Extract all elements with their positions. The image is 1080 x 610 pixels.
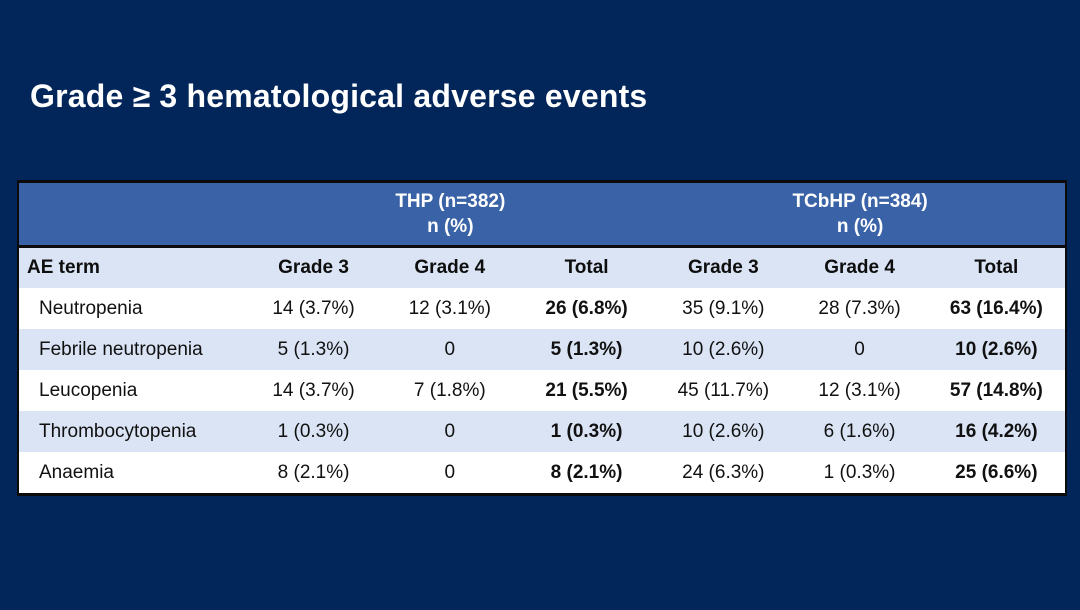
cell: 0: [791, 329, 928, 370]
cell-total: 5 (1.3%): [517, 329, 656, 370]
treatment-group-header-row: THP (n=382) n (%) TCbHP (n=384) n (%): [19, 183, 1065, 248]
column-header-thp-grade3: Grade 3: [245, 246, 382, 288]
cell-total: 63 (16.4%): [927, 288, 1065, 329]
cell-total: 57 (14.8%): [927, 370, 1065, 411]
group-header-thp-title: THP (n=382): [395, 190, 506, 212]
column-header-row: AE term Grade 3 Grade 4 Total Grade 3 Gr…: [19, 246, 1065, 288]
cell: 12 (3.1%): [791, 370, 928, 411]
cell: 1 (0.3%): [791, 452, 928, 493]
cell: 10 (2.6%): [655, 329, 792, 370]
cell: 12 (3.1%): [381, 288, 518, 329]
cell: 8 (2.1%): [245, 452, 382, 493]
table-row: Neutropenia 14 (3.7%) 12 (3.1%) 26 (6.8%…: [19, 288, 1065, 329]
column-header-thp-grade4: Grade 4: [381, 246, 518, 288]
cell: 5 (1.3%): [245, 329, 382, 370]
cell-total: 1 (0.3%): [517, 411, 656, 452]
group-header-tcbhp: TCbHP (n=384) n (%): [655, 183, 1065, 248]
cell: 14 (3.7%): [245, 370, 382, 411]
row-label: Febrile neutropenia: [19, 329, 246, 370]
cell: 28 (7.3%): [791, 288, 928, 329]
table-row: Thrombocytopenia 1 (0.3%) 0 1 (0.3%) 10 …: [19, 411, 1065, 452]
group-header-thp-subtitle: n (%): [427, 216, 474, 237]
cell: 0: [381, 452, 518, 493]
cell: 24 (6.3%): [655, 452, 792, 493]
cell: 6 (1.6%): [791, 411, 928, 452]
cell-total: 10 (2.6%): [927, 329, 1065, 370]
group-header-tcbhp-title: TCbHP (n=384): [792, 190, 928, 212]
cell: 35 (9.1%): [655, 288, 792, 329]
group-header-tcbhp-subtitle: n (%): [836, 216, 884, 237]
cell-total: 8 (2.1%): [517, 452, 656, 493]
cell-total: 26 (6.8%): [517, 288, 656, 329]
cell: 10 (2.6%): [655, 411, 792, 452]
adverse-events-table-container: THP (n=382) n (%) TCbHP (n=384) n (%) AE…: [17, 180, 1067, 496]
column-header-ae-term: AE term: [19, 246, 246, 288]
adverse-events-table: THP (n=382) n (%) TCbHP (n=384) n (%) AE…: [19, 183, 1065, 493]
cell-total: 21 (5.5%): [517, 370, 656, 411]
column-header-tcbhp-grade4: Grade 4: [791, 246, 928, 288]
row-label: Anaemia: [19, 452, 246, 493]
row-label: Leucopenia: [19, 370, 246, 411]
cell: 1 (0.3%): [245, 411, 382, 452]
column-header-tcbhp-total: Total: [927, 246, 1065, 288]
row-label: Neutropenia: [19, 288, 246, 329]
row-label: Thrombocytopenia: [19, 411, 246, 452]
cell: 14 (3.7%): [245, 288, 382, 329]
cell-total: 16 (4.2%): [927, 411, 1065, 452]
cell: 45 (11.7%): [655, 370, 792, 411]
group-header-thp: THP (n=382) n (%): [245, 183, 656, 248]
table-row: Anaemia 8 (2.1%) 0 8 (2.1%) 24 (6.3%) 1 …: [19, 452, 1065, 493]
cell-total: 25 (6.6%): [927, 452, 1065, 493]
cell: 7 (1.8%): [381, 370, 518, 411]
column-header-thp-total: Total: [517, 246, 656, 288]
cell: 0: [381, 411, 518, 452]
column-header-tcbhp-grade3: Grade 3: [655, 246, 792, 288]
page-title: Grade ≥ 3 hematological adverse events: [30, 78, 648, 115]
cell: 0: [381, 329, 518, 370]
table-row: Leucopenia 14 (3.7%) 7 (1.8%) 21 (5.5%) …: [19, 370, 1065, 411]
table-row: Febrile neutropenia 5 (1.3%) 0 5 (1.3%) …: [19, 329, 1065, 370]
group-header-spacer: [19, 183, 246, 248]
